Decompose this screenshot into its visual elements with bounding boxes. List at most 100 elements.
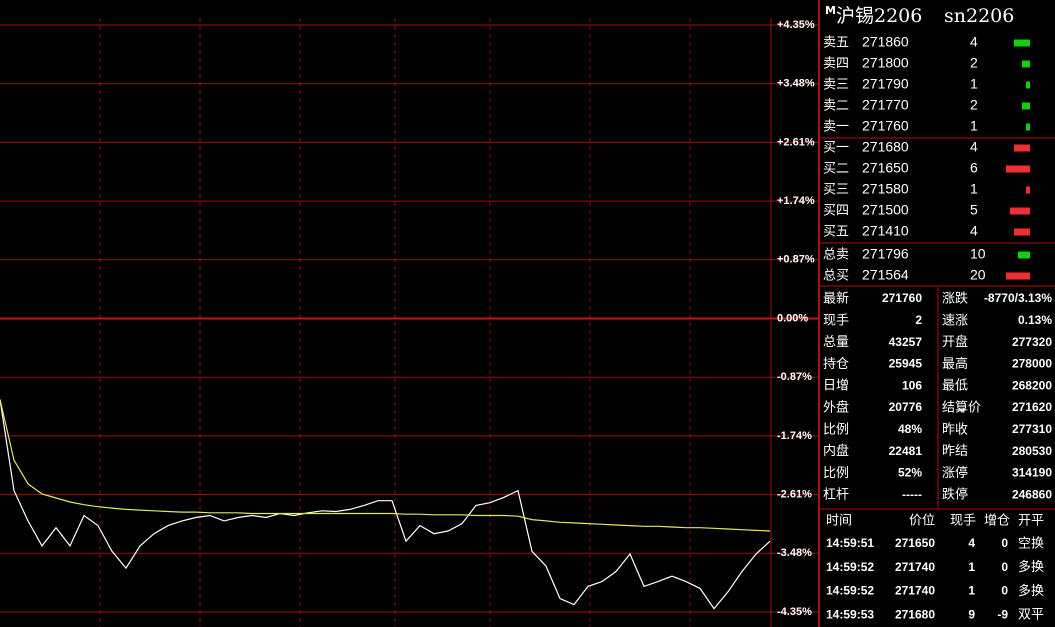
stat-label: 结算价 xyxy=(942,401,981,416)
volume-bar xyxy=(1022,60,1030,68)
book-price: 271796 xyxy=(862,246,909,262)
stat-value: -8770/3.13% xyxy=(984,291,1052,305)
trade-cell: 271740 xyxy=(895,560,935,574)
book-volume: 4 xyxy=(970,34,978,50)
stat-label: 昨结 xyxy=(942,444,968,459)
book-price: 271790 xyxy=(862,76,909,92)
stat-label: 最低 xyxy=(942,379,968,394)
volume-bar xyxy=(1018,251,1030,259)
book-volume: 1 xyxy=(970,118,978,134)
stat-value: 20776 xyxy=(889,400,923,414)
stat-value: 2 xyxy=(915,313,922,327)
book-label: 卖一 xyxy=(823,120,849,135)
volume-bar xyxy=(1006,272,1030,280)
book-volume: 20 xyxy=(970,267,986,283)
time-grid xyxy=(99,18,691,627)
y-tick-label: -4.35% xyxy=(777,606,812,618)
book-label: 买一 xyxy=(823,141,849,156)
stat-label: 涨停 xyxy=(942,465,968,481)
stat-value: 25945 xyxy=(889,357,923,371)
quote-name: 沪锡2206 xyxy=(836,5,922,27)
dropdown-arrow[interactable] xyxy=(958,409,966,413)
y-tick-label: -2.61% xyxy=(777,489,812,501)
book-price: 271564 xyxy=(862,267,909,283)
stat-label: 日增 xyxy=(823,379,849,394)
book-label: 买三 xyxy=(823,183,849,198)
stat-value: 0.13% xyxy=(1018,313,1052,327)
stat-value: 268200 xyxy=(1012,378,1052,392)
trade-cell: 0 xyxy=(1001,584,1008,598)
trade-header: 价位 xyxy=(909,514,935,529)
stat-label: 最新 xyxy=(823,291,849,307)
book-volume: 5 xyxy=(970,202,978,218)
stat-label: 现手 xyxy=(823,313,849,328)
volume-bar xyxy=(1026,123,1030,131)
book-label: 买二 xyxy=(823,162,849,177)
trade-cell: 14:59:51 xyxy=(826,536,874,550)
price-line xyxy=(0,399,771,610)
stat-label: 速涨 xyxy=(942,313,968,328)
book-volume: 1 xyxy=(970,76,978,92)
volume-bar xyxy=(1026,81,1030,89)
stat-value: 277310 xyxy=(1012,422,1052,436)
price-line xyxy=(0,399,771,532)
trade-cell: 271740 xyxy=(895,584,935,598)
stat-label: 外盘 xyxy=(823,400,849,416)
stat-value: 278000 xyxy=(1012,357,1052,371)
book-price: 271800 xyxy=(862,55,909,71)
panel-separators xyxy=(820,137,1055,510)
book-price: 271410 xyxy=(862,223,909,239)
y-tick-label: +0.87% xyxy=(777,254,815,266)
stat-value: ----- xyxy=(902,487,922,501)
y-tick-label: 0.00% xyxy=(777,312,808,324)
trade-cell: 0 xyxy=(1001,536,1008,550)
stat-value: 277320 xyxy=(1012,335,1052,349)
stat-value: 314190 xyxy=(1012,466,1052,480)
trade-header: 增仓 xyxy=(984,514,1010,529)
stat-label: 持仓 xyxy=(823,357,849,372)
stat-value: 271760 xyxy=(882,291,922,305)
y-tick-label: -3.48% xyxy=(777,547,812,559)
y-tick-label: +2.61% xyxy=(777,136,815,148)
y-tick-label: -1.74% xyxy=(777,430,812,442)
trade-cell: 14:59:52 xyxy=(826,584,874,598)
trade-cell: 多换 xyxy=(1018,559,1044,575)
trade-cell: 1 xyxy=(968,584,975,598)
stat-value: 52% xyxy=(898,466,922,480)
book-volume: 1 xyxy=(970,181,978,197)
y-tick-label: +1.74% xyxy=(777,195,815,207)
stat-label: 跌停 xyxy=(942,487,968,503)
trade-cell: 9 xyxy=(968,607,975,621)
trade-cell: 271680 xyxy=(895,607,935,621)
stat-label: 昨收 xyxy=(942,422,968,437)
stat-label: 比例 xyxy=(823,422,849,437)
volume-bar xyxy=(1014,144,1030,152)
stat-label: 最高 xyxy=(942,356,968,372)
trade-header: 现手 xyxy=(950,514,976,529)
book-volume: 6 xyxy=(970,160,978,176)
stat-label: 涨跌 xyxy=(942,291,968,307)
book-label: 买四 xyxy=(823,204,849,219)
book-price: 271580 xyxy=(862,181,909,197)
trade-cell: 0 xyxy=(1001,560,1008,574)
stat-label: 杠杆 xyxy=(823,487,849,503)
trade-header: 开平 xyxy=(1018,514,1044,529)
quote-marker: M xyxy=(825,4,836,17)
trade-cell: 14:59:52 xyxy=(826,560,874,574)
book-label: 买五 xyxy=(823,225,849,240)
stat-value: 22481 xyxy=(889,444,923,458)
volume-bar xyxy=(1014,39,1030,47)
book-price: 271760 xyxy=(862,118,909,134)
book-volume: 4 xyxy=(970,139,978,155)
y-tick-label: +4.35% xyxy=(777,19,815,31)
stat-value: 246860 xyxy=(1012,487,1052,501)
volume-bar xyxy=(1010,207,1030,215)
stat-value: 271620 xyxy=(1012,400,1052,414)
stat-value: 280530 xyxy=(1012,444,1052,458)
trade-header: 时间 xyxy=(826,514,852,529)
trade-cell: 多换 xyxy=(1018,583,1044,599)
volume-bar xyxy=(1014,228,1030,236)
book-label: 卖三 xyxy=(823,78,849,93)
book-price: 271650 xyxy=(862,160,909,176)
